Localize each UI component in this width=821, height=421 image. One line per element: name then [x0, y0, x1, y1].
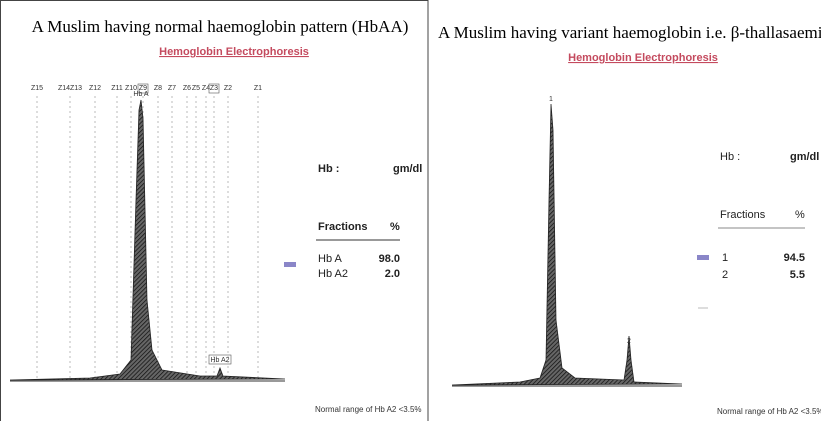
- right-panel: A Muslim having variant haemoglobin i.e.…: [438, 23, 821, 416]
- zones: Z15 Z14Z13 Z12 Z11 Z10 Z9 Z8 Z7 Z6 Z5 Z4 Z3 Z2 Z1: [31, 83, 262, 378]
- peak-label: Hb A: [133, 91, 149, 98]
- footnote: Normal range of Hb A2 <3.5%: [315, 405, 422, 414]
- peak-trace: [9, 99, 286, 381]
- zone-label: Z3: [210, 85, 218, 92]
- peak-label: Hb A2: [210, 357, 229, 364]
- peak-trace: [451, 103, 683, 386]
- fraction-value: 5.5: [790, 269, 805, 281]
- subtitle: Hemoglobin Electrophoresis: [159, 46, 309, 58]
- title: A Muslim having variant haemoglobin i.e.…: [438, 23, 821, 42]
- zone-label: Z15: [31, 85, 43, 92]
- band-marker: [284, 262, 296, 267]
- peak-label: 2: [627, 338, 631, 345]
- zone-label: Z4: [202, 85, 210, 92]
- zone-label: Z14Z13: [58, 85, 82, 92]
- zone-label: Z5: [192, 85, 200, 92]
- hb-unit: gm/dl: [790, 151, 819, 163]
- fraction-name: Hb A: [318, 253, 343, 265]
- zone-box: [137, 83, 149, 94]
- fraction-name: Hb A2: [318, 268, 348, 280]
- fraction-value: 94.5: [784, 252, 805, 264]
- zone-label: Z11: [111, 85, 123, 92]
- title-clip: A Muslim having variant haemoglobin i.e.…: [438, 23, 821, 42]
- zone-label: Z10: [125, 85, 137, 92]
- hb-label: Hb :: [318, 163, 339, 175]
- table-header: %: [795, 209, 805, 221]
- zone-label: Z9: [139, 85, 147, 92]
- subtitle: Hemoglobin Electrophoresis: [568, 52, 718, 64]
- zone-box: [208, 83, 220, 94]
- zone-label: Z8: [154, 85, 162, 92]
- zone-label: Z12: [89, 85, 101, 92]
- peak-label: 1: [549, 96, 553, 103]
- zone-label: Z2: [224, 85, 232, 92]
- zone-label: Z7: [168, 85, 176, 92]
- band-marker: [697, 255, 709, 260]
- hb-unit: gm/dl: [393, 163, 422, 175]
- fraction-name: 1: [722, 252, 728, 264]
- table-header: Fractions: [720, 209, 766, 221]
- label-box: [208, 354, 232, 365]
- hb-label: Hb :: [720, 151, 740, 163]
- fraction-name: 2: [722, 269, 728, 281]
- fraction-value: 98.0: [379, 253, 400, 265]
- zone-label: Z6: [183, 85, 191, 92]
- fraction-value: 2.0: [385, 268, 400, 280]
- zone-label: Z1: [254, 85, 262, 92]
- footnote: Normal range of Hb A2 <3.5%: [717, 407, 821, 416]
- left-panel: A Muslim having normal haemoglobin patte…: [9, 17, 422, 414]
- title: A Muslim having normal haemoglobin patte…: [32, 17, 409, 36]
- footnote-clip: Normal range of Hb A2 <3.5%: [717, 407, 821, 416]
- table-header: Fractions: [318, 221, 368, 233]
- table-header: %: [390, 221, 400, 233]
